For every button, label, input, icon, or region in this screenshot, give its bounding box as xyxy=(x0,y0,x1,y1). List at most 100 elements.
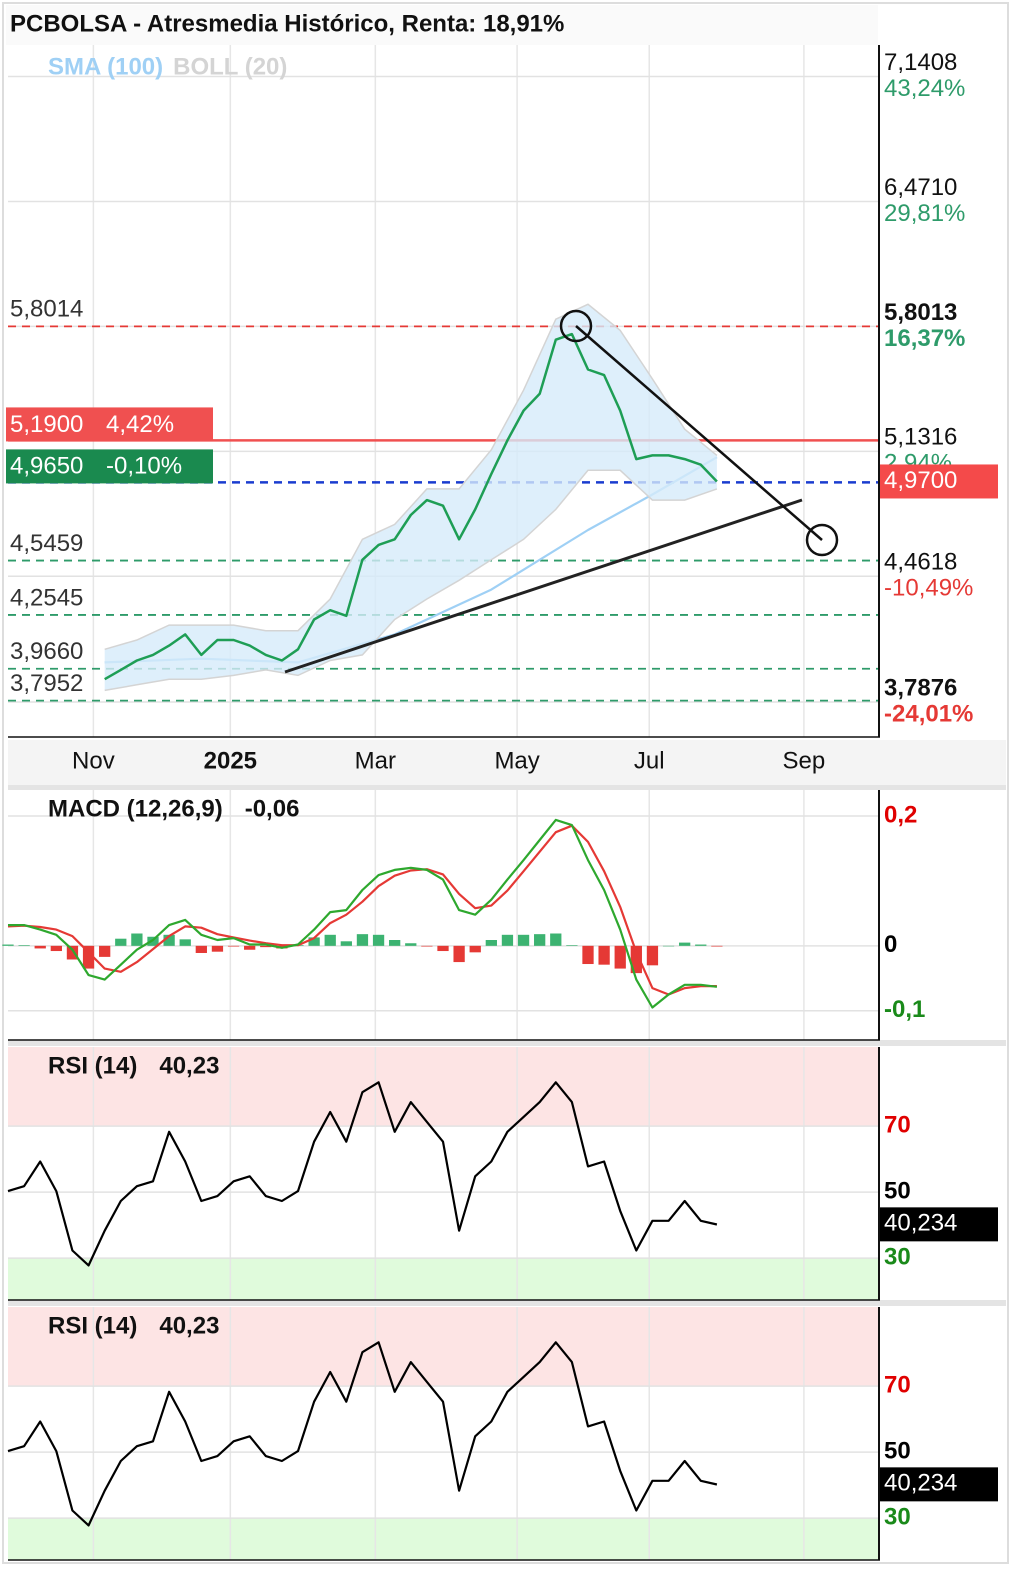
y-tick-label: 30 xyxy=(884,1243,911,1270)
x-tick-label: Sep xyxy=(783,747,826,774)
y-tick-label: 70 xyxy=(884,1112,911,1139)
histogram-bar xyxy=(179,939,191,946)
histogram-bar xyxy=(517,934,530,946)
trendline xyxy=(284,498,803,674)
y-tick-change: -24,01% xyxy=(884,700,973,727)
level-label: 4,5459 xyxy=(10,530,83,557)
y-tick-label: 70 xyxy=(884,1372,911,1399)
y-tick-label: 5,1316 xyxy=(884,424,957,451)
level-label: 3,7952 xyxy=(10,670,83,697)
histogram-bar xyxy=(34,945,46,949)
histogram-bar xyxy=(2,944,14,946)
x-tick-label: 2025 xyxy=(204,747,257,774)
series-line xyxy=(8,818,718,1009)
histogram-bar xyxy=(99,945,111,957)
histogram-bar xyxy=(66,945,79,960)
last-value-box xyxy=(880,1467,998,1502)
histogram-bar xyxy=(598,945,610,965)
y-tick-label: 3,7876 xyxy=(884,674,957,701)
histogram-bar xyxy=(630,945,642,974)
drawings xyxy=(284,309,839,674)
histogram-bar xyxy=(211,945,224,952)
level-label: 5,1900 xyxy=(10,411,83,438)
x-tick-label: May xyxy=(494,747,539,774)
separator xyxy=(8,1040,1006,1046)
chart-title: MACD (12,26,9) xyxy=(48,795,223,822)
histogram-bar xyxy=(356,934,369,946)
current-value: 40,23 xyxy=(159,1312,219,1339)
series-line xyxy=(104,332,718,681)
series-line xyxy=(7,824,717,996)
band-lower xyxy=(104,469,718,692)
y-tick-label: 0,2 xyxy=(884,801,917,828)
zone xyxy=(8,1307,878,1387)
x-tick-label: Mar xyxy=(355,747,396,774)
histogram-bar xyxy=(308,937,320,946)
current-value: -0,06 xyxy=(245,795,300,822)
level-box xyxy=(6,407,213,442)
legend-entry: SMA (100) xyxy=(48,53,163,80)
x-axis-band xyxy=(8,740,1006,785)
y-tick-change: -10,49% xyxy=(884,575,973,602)
y-tick-change: 29,81% xyxy=(884,200,965,227)
last-value-label: 40,234 xyxy=(884,1210,957,1237)
zone xyxy=(8,1258,878,1300)
anchor-circle xyxy=(805,523,839,557)
level-label: 4,2545 xyxy=(10,584,83,611)
histogram-bar xyxy=(614,945,626,969)
y-tick-label: 30 xyxy=(884,1503,911,1530)
histogram-bar xyxy=(260,945,272,948)
histogram-bar xyxy=(131,933,143,946)
histogram-bar xyxy=(550,933,562,946)
x-tick-label: Jul xyxy=(634,747,665,774)
histogram-bar xyxy=(195,945,207,953)
histogram-bar xyxy=(437,945,449,952)
level-label: 3,9660 xyxy=(10,638,83,665)
histogram-bar xyxy=(485,940,497,946)
chart-title: PCBOLSA - Atresmedia Histórico, Renta: 1… xyxy=(10,10,564,37)
chart-title: RSI (14) xyxy=(48,1312,137,1339)
histogram-bar xyxy=(82,945,95,969)
histogram-bar xyxy=(711,945,723,947)
histogram-bar xyxy=(340,941,352,946)
y-tick-label: 50 xyxy=(884,1437,911,1464)
level-label: 5,8014 xyxy=(10,296,83,323)
zone xyxy=(8,1047,878,1127)
y-tick-change: 43,24% xyxy=(884,75,965,102)
histogram-bar xyxy=(227,945,240,947)
chart-title: RSI (14) xyxy=(48,1052,137,1079)
separator xyxy=(8,785,1006,790)
y-tick-change: 16,37% xyxy=(884,325,965,352)
band-upper xyxy=(104,303,718,651)
last-value-label: 40,234 xyxy=(884,1470,957,1497)
histogram-bar xyxy=(662,945,675,947)
histogram-bar xyxy=(147,936,159,946)
series-line xyxy=(7,1341,718,1527)
histogram-bar xyxy=(566,945,578,946)
last-value-box xyxy=(880,1207,998,1242)
trendline xyxy=(575,325,823,541)
x-tick-label: Nov xyxy=(72,747,115,774)
legend-entry: BOLL (20) xyxy=(173,53,287,80)
current-value: 40,23 xyxy=(159,1052,219,1079)
histogram-bar xyxy=(469,945,481,953)
histogram-bar xyxy=(244,945,256,950)
series-line xyxy=(7,1081,718,1267)
histogram-bar xyxy=(163,934,175,946)
zone xyxy=(8,1518,878,1560)
y-tick-label: 0 xyxy=(884,931,897,958)
separator xyxy=(8,1300,1006,1306)
last-value-box xyxy=(880,464,998,499)
histogram-bar xyxy=(389,940,401,946)
y-tick-label: 5,8013 xyxy=(884,299,957,326)
anchor-circle xyxy=(559,309,593,343)
level-change: -0,10% xyxy=(106,453,182,480)
histogram-bar xyxy=(582,945,594,965)
histogram-bar xyxy=(50,945,62,952)
level-change: 4,42% xyxy=(106,411,174,438)
histogram-bar xyxy=(324,934,336,946)
histogram-bar xyxy=(453,945,465,963)
histogram-bar xyxy=(501,934,514,946)
